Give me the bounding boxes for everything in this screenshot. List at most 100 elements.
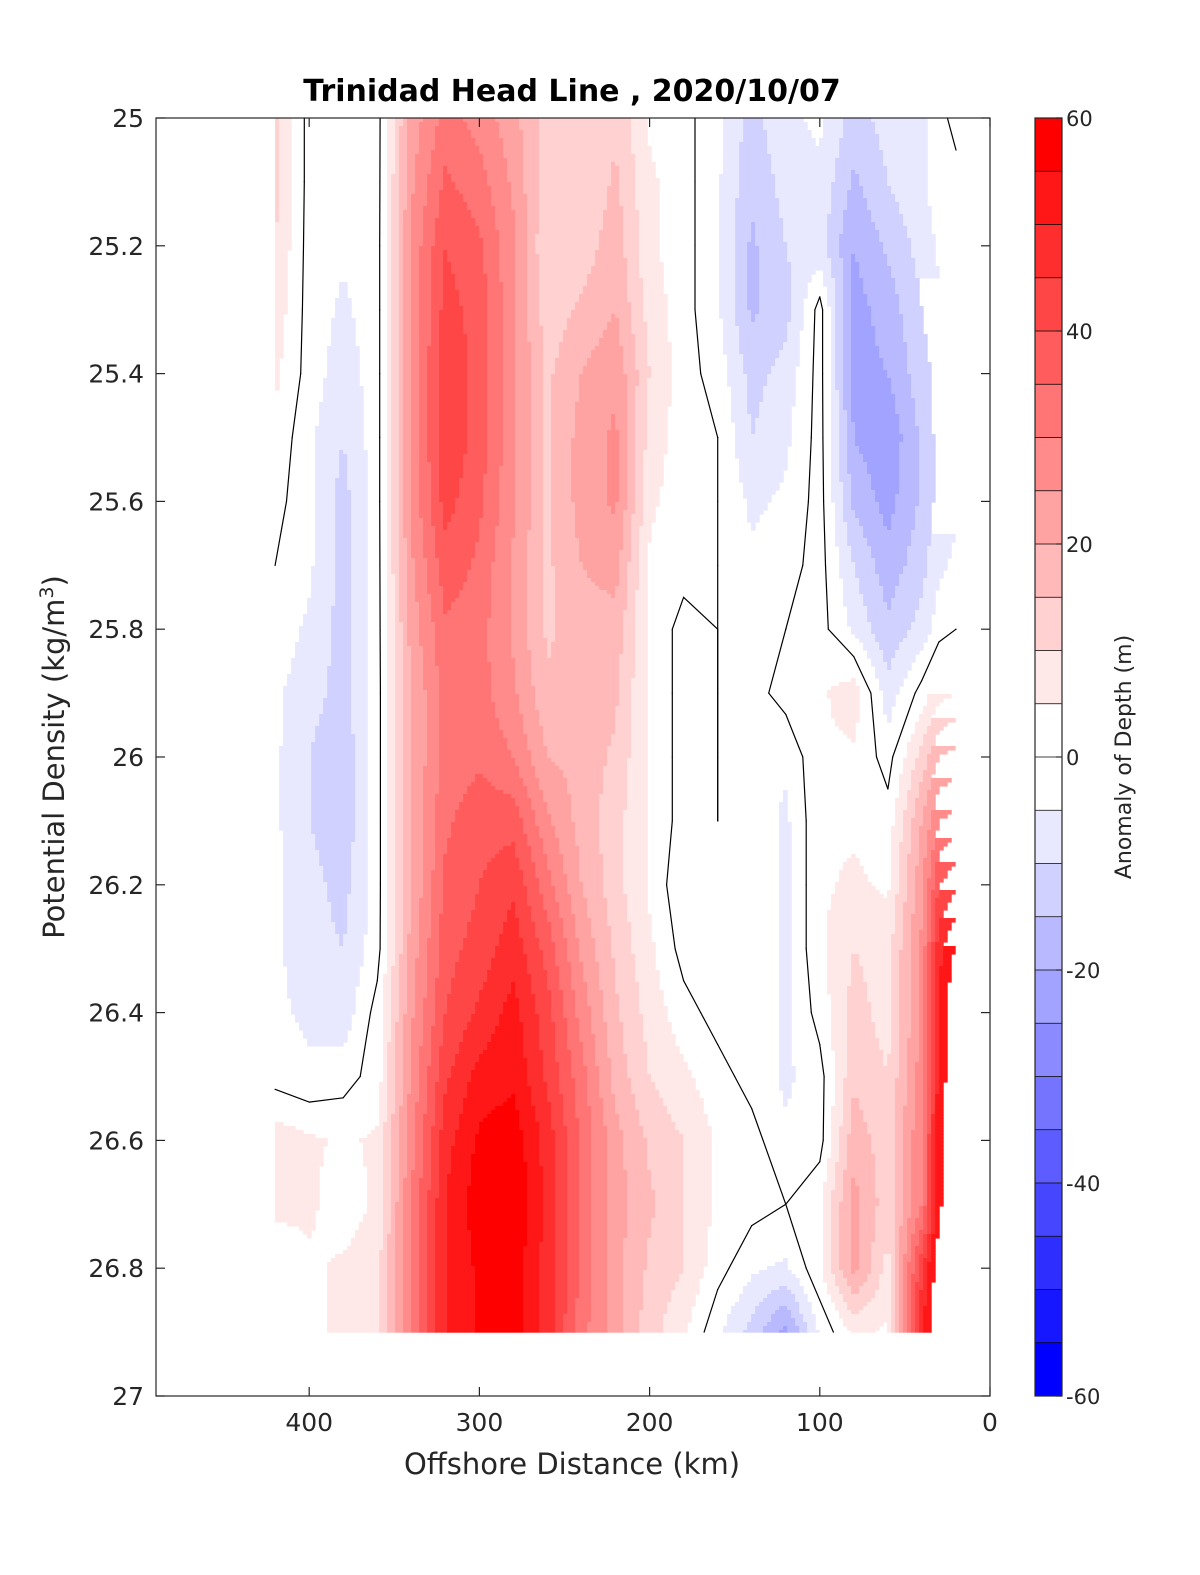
- contour-cell: [899, 302, 920, 307]
- contour-cell: [399, 198, 408, 203]
- contour-cell: [327, 362, 360, 367]
- contour-cell: [387, 730, 396, 735]
- contour-cell: [387, 822, 396, 827]
- contour-cell: [543, 906, 560, 911]
- contour-cell: [515, 358, 532, 363]
- contour-cell: [431, 474, 440, 479]
- contour-cell: [835, 514, 844, 519]
- contour-cell: [907, 550, 928, 555]
- contour-cell: [431, 162, 484, 167]
- contour-cell: [623, 642, 636, 647]
- contour-cell: [499, 722, 524, 727]
- contour-cell: [283, 718, 320, 723]
- contour-cell: [403, 898, 412, 903]
- contour-cell: [483, 238, 500, 243]
- contour-cell: [427, 718, 440, 723]
- contour-cell: [543, 586, 556, 591]
- contour-cell: [883, 710, 892, 715]
- contour-cell: [935, 838, 952, 843]
- contour-cell: [291, 666, 328, 671]
- contour-cell: [483, 510, 500, 515]
- contour-cell: [407, 582, 416, 587]
- contour-cell: [399, 310, 404, 315]
- contour-cell: [503, 378, 516, 383]
- contour-cell: [619, 442, 628, 447]
- contour-cell: [723, 158, 740, 163]
- contour-cell: [391, 290, 400, 295]
- contour-cell: [627, 450, 636, 455]
- contour-cell: [495, 530, 516, 535]
- contour-cell: [403, 506, 412, 511]
- contour-cell: [619, 178, 636, 183]
- contour-cell: [835, 530, 848, 535]
- contour-cell: [411, 290, 420, 295]
- contour-cell: [931, 826, 940, 831]
- contour-cell: [523, 186, 540, 191]
- contour-cell: [423, 226, 436, 231]
- contour-cell: [491, 670, 516, 675]
- contour-cell: [571, 462, 608, 467]
- contour-cell: [927, 754, 940, 759]
- contour-cell: [839, 146, 880, 151]
- contour-cell: [387, 854, 396, 859]
- contour-cell: [463, 798, 516, 803]
- contour-cell: [443, 898, 476, 903]
- contour-cell: [403, 470, 412, 475]
- contour-cell: [535, 686, 620, 691]
- contour-cell: [543, 338, 564, 343]
- contour-cell: [387, 374, 392, 379]
- contour-cell: [527, 210, 540, 215]
- contour-cell: [331, 658, 352, 663]
- contour-cell: [927, 894, 932, 899]
- contour-cell: [851, 374, 888, 379]
- contour-cell: [331, 318, 356, 323]
- contour-cell: [635, 366, 652, 371]
- contour-cell: [431, 166, 444, 171]
- contour-cell: [763, 386, 796, 391]
- contour-cell: [623, 818, 648, 823]
- contour-cell: [539, 222, 604, 227]
- contour-cell: [475, 906, 512, 911]
- contour-cell: [467, 358, 488, 363]
- contour-cell: [823, 122, 844, 127]
- contour-cell: [439, 398, 468, 403]
- contour-cell: [387, 658, 396, 663]
- contour-cell: [275, 282, 288, 287]
- contour-cell: [395, 138, 400, 143]
- contour-cell: [887, 666, 892, 671]
- contour-cell: [879, 574, 900, 579]
- contour-cell: [351, 550, 368, 555]
- contour-cell: [427, 174, 444, 179]
- contour-cell: [431, 150, 480, 155]
- contour-cell: [279, 814, 312, 819]
- contour-cell: [507, 738, 528, 743]
- contour-cell: [931, 898, 936, 903]
- contour-cell: [399, 422, 404, 427]
- contour-cell: [351, 678, 368, 683]
- contour-cell: [875, 558, 908, 563]
- contour-cell: [619, 474, 628, 479]
- contour-cell: [935, 918, 940, 923]
- contour-cell: [779, 826, 792, 831]
- contour-cell: [831, 494, 844, 499]
- contour-cell: [907, 354, 928, 359]
- contour-cell: [411, 310, 420, 315]
- contour-cell: [735, 294, 748, 299]
- contour-cell: [839, 878, 868, 883]
- contour-cell: [295, 646, 332, 651]
- contour-cell: [635, 482, 644, 487]
- contour-cell: [523, 166, 540, 171]
- contour-cell: [399, 418, 404, 423]
- contour-cell: [335, 310, 352, 315]
- contour-cell: [627, 574, 640, 579]
- contour-cell: [927, 846, 936, 851]
- contour-cell: [387, 594, 396, 599]
- contour-cell: [439, 466, 464, 471]
- contour-cell: [403, 466, 412, 471]
- contour-cell: [719, 174, 740, 179]
- contour-cell: [403, 366, 412, 371]
- contour-cell: [539, 826, 556, 831]
- contour-cell: [315, 438, 364, 443]
- contour-cell: [895, 902, 904, 907]
- contour-cell: [403, 846, 412, 851]
